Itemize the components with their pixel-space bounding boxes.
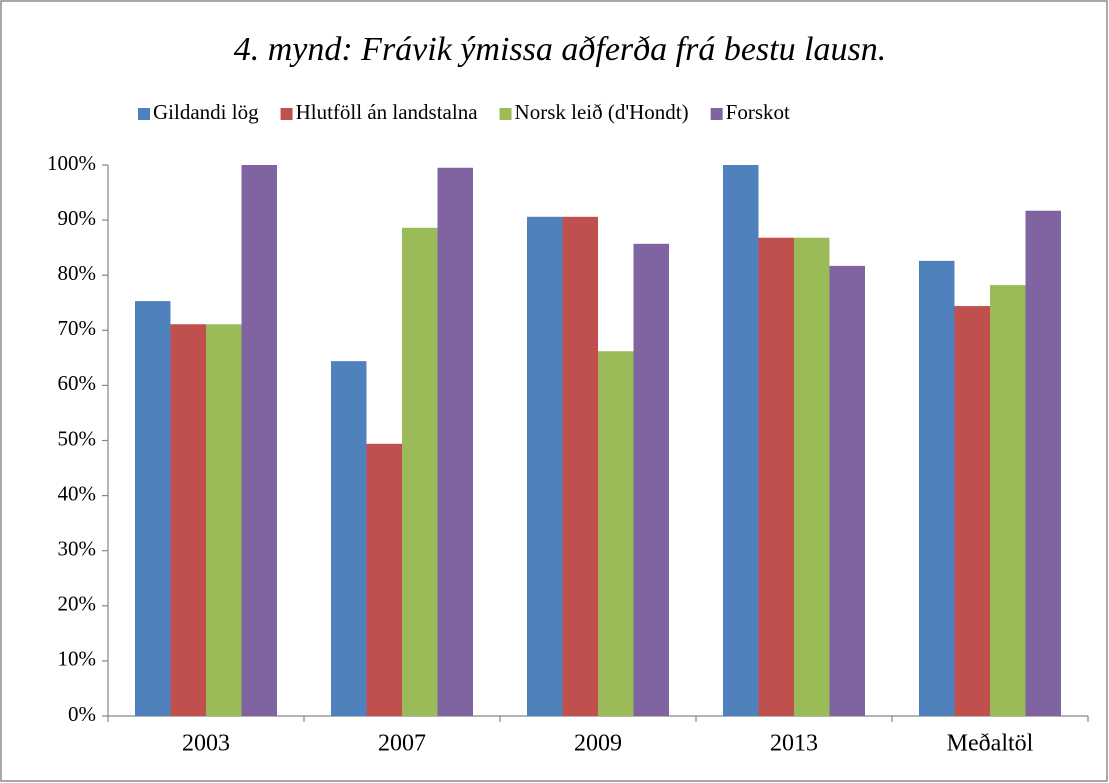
bar — [562, 216, 598, 716]
bar — [794, 237, 830, 716]
legend-swatch — [499, 108, 512, 120]
y-tick-label: 60% — [58, 371, 97, 395]
y-tick-label: 0% — [68, 702, 96, 726]
y-tick-label: 50% — [58, 426, 97, 450]
y-tick-label: 100% — [47, 151, 96, 175]
bar — [241, 165, 277, 716]
bar — [206, 324, 242, 716]
bar — [402, 227, 438, 716]
bar — [598, 351, 634, 716]
bar — [633, 243, 669, 716]
x-tick-label: 2009 — [574, 731, 622, 757]
chart-title: 4. mynd: Frávik ýmissa aðferða frá bestu… — [234, 31, 887, 68]
bar — [331, 361, 367, 716]
y-tick-label: 20% — [58, 592, 97, 616]
y-tick-label: 10% — [58, 647, 97, 671]
bar — [170, 324, 206, 716]
bar — [954, 306, 990, 716]
y-tick-label: 70% — [58, 316, 97, 340]
bar — [990, 285, 1026, 716]
legend-swatch — [710, 108, 723, 120]
legend-swatch — [280, 108, 293, 120]
bar — [919, 260, 955, 716]
bar — [527, 216, 563, 716]
bar — [723, 165, 759, 716]
legend-label: Norsk leið (d'Hondt) — [515, 100, 689, 124]
bar — [758, 237, 794, 716]
bar — [366, 443, 402, 716]
legend-label: Hlutföll án landstalna — [296, 100, 479, 124]
y-tick-label: 30% — [58, 537, 97, 561]
y-tick-label: 40% — [58, 481, 97, 505]
y-tick-label: 90% — [58, 206, 97, 230]
bar — [1025, 210, 1061, 716]
x-tick-label: Meðaltöl — [947, 731, 1034, 757]
bar — [829, 265, 865, 716]
bar — [437, 167, 473, 716]
bar — [135, 301, 171, 716]
legend-swatch — [138, 108, 150, 120]
x-tick-label: 2007 — [378, 731, 426, 757]
x-tick-label: 2003 — [182, 731, 230, 757]
x-tick-label: 2013 — [770, 731, 818, 757]
legend-label: Forskot — [726, 100, 790, 124]
y-tick-label: 80% — [58, 261, 97, 285]
legend-label: Gildandi lög — [153, 100, 259, 124]
